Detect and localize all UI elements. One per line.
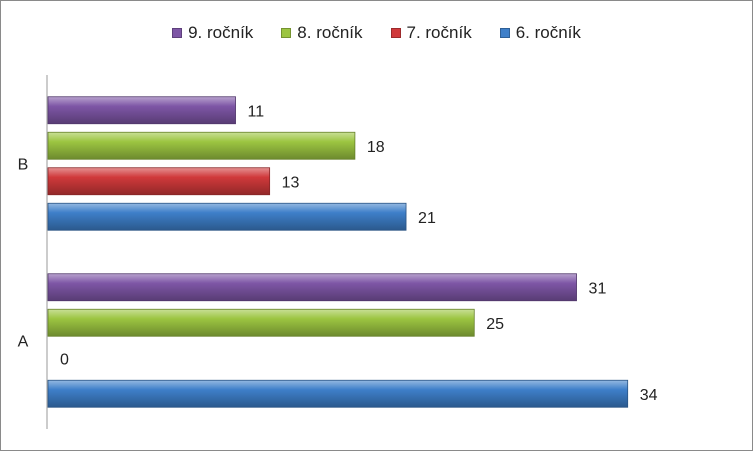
data-label: 31: [589, 280, 607, 297]
legend-item: 8. ročník: [281, 23, 363, 43]
data-label: 25: [486, 316, 504, 333]
bar: [47, 202, 407, 231]
legend-swatch: [281, 28, 292, 38]
legend-item: 6. ročník: [499, 23, 581, 43]
legend-swatch: [499, 28, 510, 38]
bar: [47, 273, 577, 302]
legend-item: 9. ročník: [172, 23, 253, 43]
bar: [47, 96, 236, 125]
legend-swatch: [172, 28, 183, 38]
data-label: 13: [282, 174, 300, 191]
bar: [47, 308, 475, 337]
category-label: A: [18, 334, 29, 351]
data-label: 0: [60, 351, 69, 368]
legend-label: 9. ročník: [188, 23, 254, 42]
data-label: 18: [367, 139, 385, 156]
data-label: 34: [640, 387, 658, 404]
legend-item: 7. ročník: [390, 23, 472, 43]
category-label: B: [18, 157, 29, 174]
legend-swatch: [390, 28, 401, 38]
legend-label: 6. ročník: [515, 23, 581, 42]
bar: [47, 379, 629, 408]
legend: 9. ročník 8. ročník 7. ročník 6. ročník: [1, 22, 752, 44]
data-label: 21: [418, 210, 436, 227]
legend-label: 8. ročník: [297, 23, 363, 42]
legend-label: 7. ročník: [406, 23, 472, 42]
bar: [47, 167, 271, 196]
data-label: 11: [248, 103, 265, 120]
bar: [47, 131, 356, 160]
